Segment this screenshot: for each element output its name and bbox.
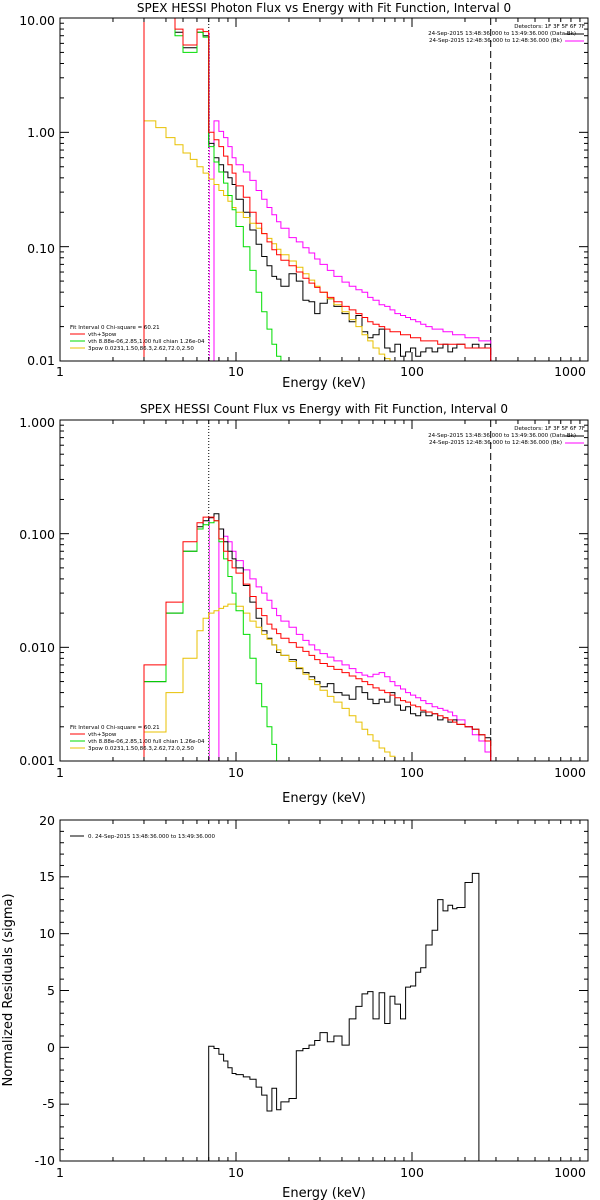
residuals-ytick-label: -10 [35,1153,55,1168]
residuals-ytick-label: -5 [43,1096,55,1111]
count-flux-ticks [59,420,589,762]
count-flux-xtick-label: 10 [228,765,244,780]
photon-flux-series-total-fit [143,17,492,361]
residuals-ytick-label: 20 [39,813,55,828]
photon-flux-series-thermal [143,17,289,362]
legend-text: 24-Sep-2015 12:48:36.000 to 12:48:36.000… [429,38,562,44]
count-flux-legend-top-right: Detectors: 1F 3F 5F 6F 7F 24-Sep-2015 13… [428,426,585,446]
residuals-xtick-label: 1000 [554,1165,586,1180]
count-flux-series-data [143,513,492,761]
count-flux-xtick-label: 100 [400,765,424,780]
photon-flux-ytick-label: 10.00 [19,13,55,28]
photon-flux-series [143,17,492,362]
count-flux-ytick-label: 0.010 [19,640,55,655]
legend-text: 0. 24-Sep-2015 13:48:36.000 to 13:49:36.… [88,834,215,840]
count-flux-series [143,513,492,762]
photon-flux-ytick-label: 0.10 [27,241,55,256]
residuals-xlabel: Energy (keV) [282,1186,366,1200]
count-flux-xtick-label: 1 [56,765,64,780]
photon-flux-marks [143,17,492,362]
photon-flux-legend-top-right: Detectors: 1F 3F 5F 6F 7F 24-Sep-2015 13… [428,24,585,44]
residuals-xtick-label: 10 [228,1165,244,1180]
photon-flux-ytick-label: 0.01 [27,353,55,368]
residuals-ytick-label: 5 [47,983,55,998]
legend-text: vth+3pow [88,732,117,738]
legend-text: 3pow 0.0231,1.50,86.3,2.62,72.0,2.50 [88,346,194,352]
legend-text: Fit Interval 0 Chi-square = 60.21 [70,325,160,331]
photon-flux-xtick-label: 100 [400,364,424,379]
count-flux-series-power-law [143,603,406,762]
count-flux-xlabel: Energy (keV) [282,791,366,806]
count-flux-ytick-label: 0.100 [19,527,55,542]
photon-flux-xtick-label: 1000 [554,364,586,379]
count-flux-ytick-label: 0.001 [19,753,55,768]
residuals-series-data [208,872,480,1161]
residuals-series [208,872,480,1161]
count-flux-vlines [208,420,492,761]
count-flux-series-background [218,528,492,761]
photon-flux-ticks [59,18,589,362]
residuals-ytick-label: 0 [47,1040,55,1055]
photon-flux-frame [59,17,589,362]
legend-text: Fit Interval 0 Chi-square = 60.21 [70,725,160,731]
legend-text: 24-Sep-2015 13:48:36.000 to 13:49:36.000… [428,433,576,439]
legend-text: 3pow 0.0231,1.50,86.3,2.62,72.0,2.50 [88,746,194,752]
photon-flux-xlabel: Energy (keV) [282,376,366,391]
residuals-xtick-label: 100 [400,1165,424,1180]
legend-text: 24-Sep-2015 12:48:36.000 to 12:48:36.000… [429,440,562,446]
legend-text: vth+3pow [88,332,117,338]
residuals-panel: Energy (keV) Normalized Residuals (sigma… [1,813,589,1200]
residuals-frame [59,819,589,1162]
legend-text: vth 8.88e-06,2.85,1.00 full chian 1.26e-… [88,339,205,345]
photon-flux-xtick-label: 1 [56,364,64,379]
legend-text: vth 8.88e-06,2.85,1.00 full chian 1.26e-… [88,739,205,745]
residuals-ytick-label: 15 [39,869,55,884]
count-flux-panel: SPEX HESSI Count Flux vs Energy with Fit… [19,402,589,806]
residuals-xtick-label: 1 [56,1165,64,1180]
legend-text: Detectors: 1F 3F 5F 6F 7F [514,426,585,432]
count-flux-xtick-label: 1000 [554,765,586,780]
photon-flux-xtick-label: 10 [228,364,244,379]
residuals-marks [208,872,480,1161]
residuals-legend: 0. 24-Sep-2015 13:48:36.000 to 13:49:36.… [70,834,215,840]
count-flux-marks [143,420,492,762]
residuals-ytick-label: 10 [39,926,55,941]
photon-flux-series-background [213,120,492,361]
count-flux-title: SPEX HESSI Count Flux vs Energy with Fit… [140,402,508,416]
legend-text: Detectors: 1F 3F 5F 6F 7F [514,24,585,30]
legend-text: 24-Sep-2015 13:48:36.000 to 13:49:36.000… [428,31,576,37]
count-flux-legend-bottom-left: Fit Interval 0 Chi-square = 60.21 vth+3p… [70,725,205,752]
photon-flux-series-power-law [143,120,395,362]
photon-flux-series-data [143,17,492,361]
photon-flux-title: SPEX HESSI Photon Flux vs Energy with Fi… [137,1,511,15]
photon-flux-panel: SPEX HESSI Photon Flux vs Energy with Fi… [19,1,589,391]
residuals-ticks [59,819,589,1162]
residuals-ylabel: Normalized Residuals (sigma) [1,893,16,1086]
photon-flux-legend-bottom-left: Fit Interval 0 Chi-square = 60.21 vth+3p… [70,325,205,352]
count-flux-frame [59,419,589,762]
count-flux-ytick-label: 1.000 [19,415,55,430]
count-flux-series-total-fit [143,516,492,761]
photon-flux-ytick-label: 1.00 [27,125,55,140]
